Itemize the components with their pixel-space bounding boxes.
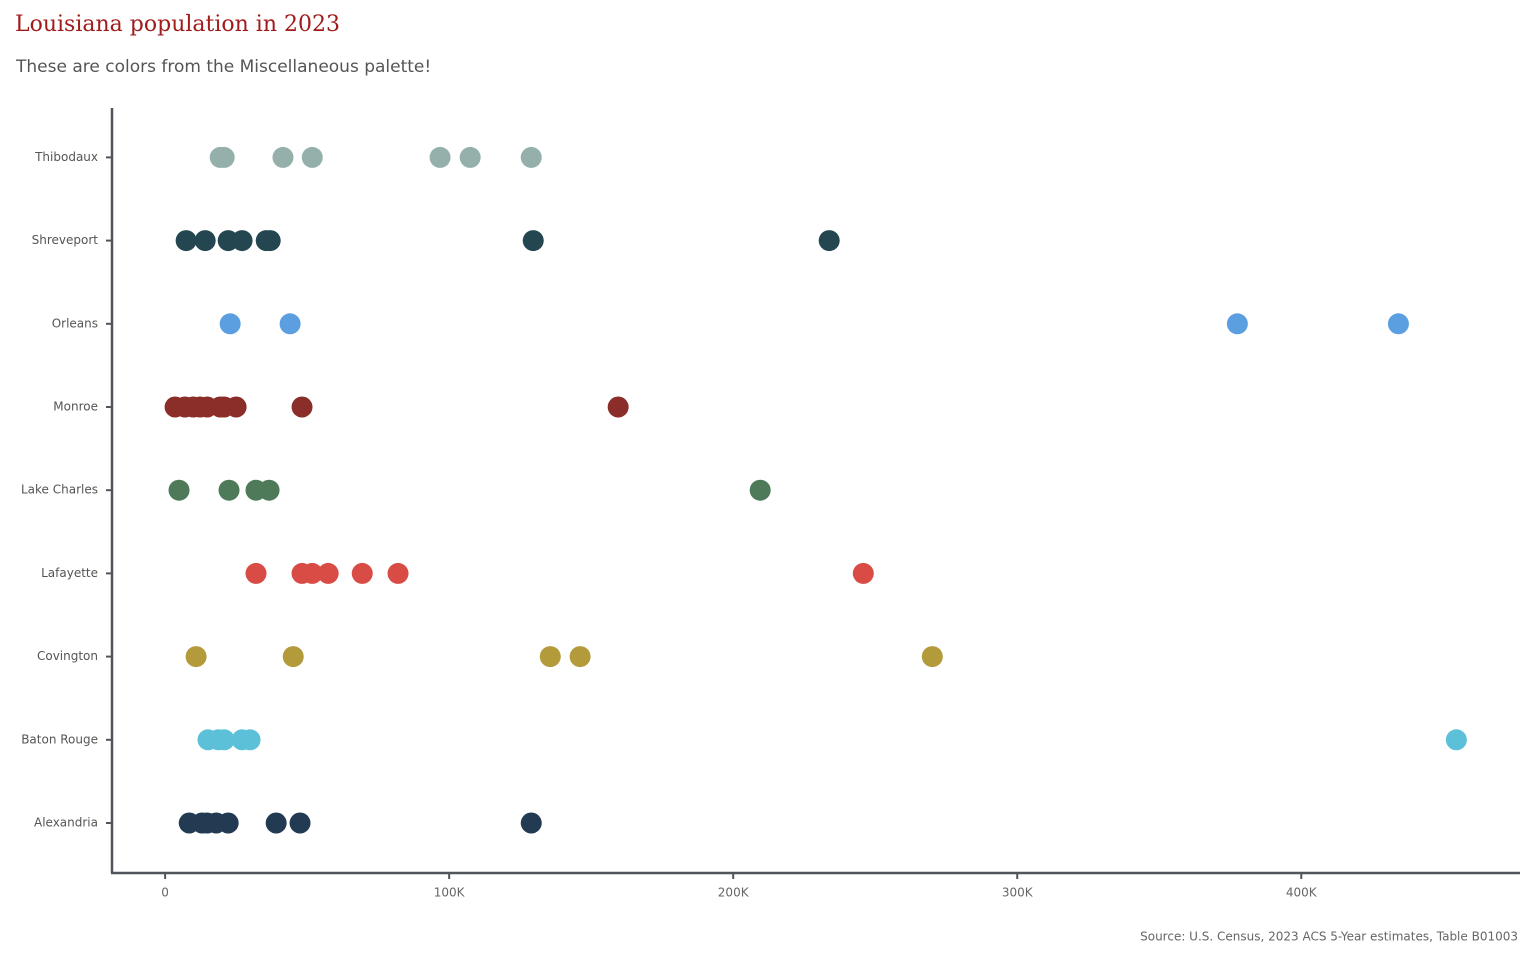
y-tick-label: Thibodaux bbox=[34, 150, 98, 164]
y-tick-label: Monroe bbox=[53, 400, 98, 414]
dot bbox=[279, 313, 301, 335]
x-tick-label: 0 bbox=[161, 886, 169, 900]
dot bbox=[239, 729, 261, 751]
dot bbox=[272, 146, 294, 168]
x-tick-label: 200K bbox=[718, 886, 750, 900]
y-tick-label: Orleans bbox=[52, 316, 98, 330]
dot bbox=[459, 146, 481, 168]
dot bbox=[194, 230, 216, 252]
dot bbox=[569, 646, 591, 668]
y-tick-label: Alexandria bbox=[34, 816, 98, 830]
dot bbox=[291, 396, 313, 418]
dot bbox=[301, 146, 323, 168]
dot bbox=[219, 313, 241, 335]
dot bbox=[1445, 729, 1467, 751]
dot bbox=[218, 479, 240, 501]
dot bbox=[217, 812, 239, 834]
dot bbox=[265, 812, 287, 834]
chart-title: Louisiana population in 2023 bbox=[15, 12, 340, 37]
dot bbox=[301, 562, 323, 584]
x-tick-label: 400K bbox=[1286, 886, 1318, 900]
dot bbox=[387, 562, 409, 584]
dot bbox=[289, 812, 311, 834]
dot bbox=[258, 479, 280, 501]
dot bbox=[213, 729, 235, 751]
y-tick-label: Baton Rouge bbox=[21, 732, 98, 746]
dot bbox=[607, 396, 629, 418]
dot bbox=[231, 230, 253, 252]
dot bbox=[317, 562, 339, 584]
x-tick-label: 100K bbox=[434, 886, 466, 900]
dot bbox=[520, 812, 542, 834]
y-tick-label: Lafayette bbox=[41, 566, 98, 580]
dot bbox=[213, 146, 235, 168]
dot bbox=[921, 646, 943, 668]
dot bbox=[818, 230, 840, 252]
dot bbox=[225, 396, 247, 418]
dot bbox=[749, 479, 771, 501]
dot bbox=[1387, 313, 1409, 335]
y-tick-label: Shreveport bbox=[32, 233, 99, 247]
dot bbox=[520, 146, 542, 168]
dot bbox=[429, 146, 451, 168]
chart-subtitle: These are colors from the Miscellaneous … bbox=[15, 57, 431, 77]
dot bbox=[175, 230, 197, 252]
y-tick-label: Covington bbox=[37, 649, 98, 663]
source-note: Source: U.S. Census, 2023 ACS 5-Year est… bbox=[1140, 930, 1518, 944]
dot bbox=[539, 646, 561, 668]
dot bbox=[168, 479, 190, 501]
dot bbox=[522, 230, 544, 252]
dot bbox=[351, 562, 373, 584]
dot bbox=[282, 646, 304, 668]
dot bbox=[185, 646, 207, 668]
dot bbox=[1226, 313, 1248, 335]
dot bbox=[259, 230, 281, 252]
dot bbox=[852, 562, 874, 584]
x-tick-label: 300K bbox=[1002, 886, 1034, 900]
dot bbox=[245, 562, 267, 584]
y-tick-label: Lake Charles bbox=[21, 483, 98, 497]
